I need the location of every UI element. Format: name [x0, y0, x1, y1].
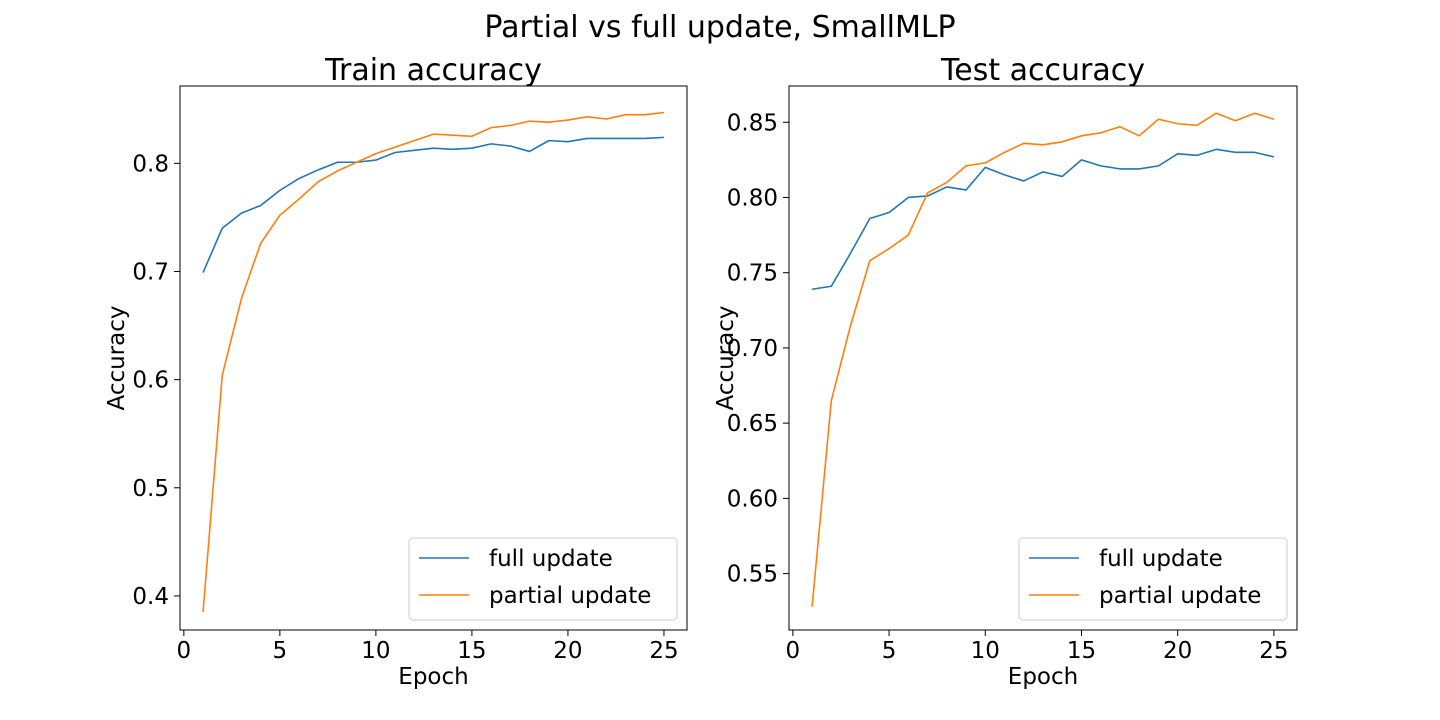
test-y-axis-label: Accuracy	[713, 305, 739, 410]
figure-suptitle: Partial vs full update, SmallMLP	[484, 10, 955, 45]
test-series-full-update	[811, 148, 1275, 291]
test-title: Test accuracy	[940, 53, 1145, 88]
train-ytick-label: 0.6	[132, 368, 169, 394]
test-accuracy-subplot: Test accuracy 0 5 10 15 20 25 0.55 0.60 0.65 0.70 0…	[713, 53, 1298, 690]
test-ytick-label: 0.60	[727, 486, 778, 512]
test-ytick-label: 0.75	[727, 261, 778, 287]
train-legend: full update partial update	[408, 537, 678, 621]
train-axes-frame	[179, 85, 688, 631]
train-xtick-label: 15	[457, 638, 486, 664]
train-x-axis-label: Epoch	[398, 664, 468, 690]
test-ytick-label: 0.55	[727, 562, 778, 588]
train-xtick-label: 25	[649, 638, 678, 664]
test-ytick-label: 0.65	[727, 411, 778, 437]
test-ytick-label: 0.70	[727, 336, 778, 362]
train-xtick-label: 20	[553, 638, 582, 664]
test-legend-label: full update	[1099, 546, 1223, 572]
test-xtick-label: 20	[1163, 638, 1192, 664]
test-ytick-label: 0.85	[727, 110, 778, 136]
train-legend-label: partial update	[489, 583, 651, 609]
train-series-partial-update	[202, 111, 665, 613]
train-xtick-label: 5	[273, 638, 288, 664]
train-series-full-update	[202, 136, 664, 273]
train-ytick-label: 0.8	[132, 151, 169, 177]
train-xtick-label: 0	[177, 638, 192, 664]
train-ytick-label: 0.5	[132, 476, 169, 502]
test-legend: full update partial update	[1018, 537, 1288, 621]
test-xtick-label: 0	[786, 638, 801, 664]
test-xtick-label: 15	[1067, 638, 1096, 664]
test-series-partial-update	[811, 112, 1275, 607]
train-y-axis-label: Accuracy	[104, 305, 130, 410]
train-legend-frame	[408, 537, 678, 621]
train-title: Train accuracy	[324, 53, 542, 88]
test-xtick-label: 5	[882, 638, 897, 664]
test-axes-frame	[788, 85, 1298, 631]
test-legend-frame	[1018, 537, 1288, 621]
train-legend-label: full update	[489, 546, 613, 572]
test-legend-label: partial update	[1099, 583, 1261, 609]
train-ytick-label: 0.7	[132, 259, 169, 285]
train-xtick-label: 10	[361, 638, 390, 664]
test-xtick-label: 25	[1259, 638, 1288, 664]
test-xtick-label: 10	[971, 638, 1000, 664]
train-accuracy-subplot: Train accuracy 0 5 10 15 20 25 0.4 0.5 0.6 0.7 0.8 E…	[104, 53, 688, 690]
train-ytick-label: 0.4	[132, 584, 169, 610]
test-ytick-label: 0.80	[727, 185, 778, 211]
test-x-axis-label: Epoch	[1008, 664, 1078, 690]
